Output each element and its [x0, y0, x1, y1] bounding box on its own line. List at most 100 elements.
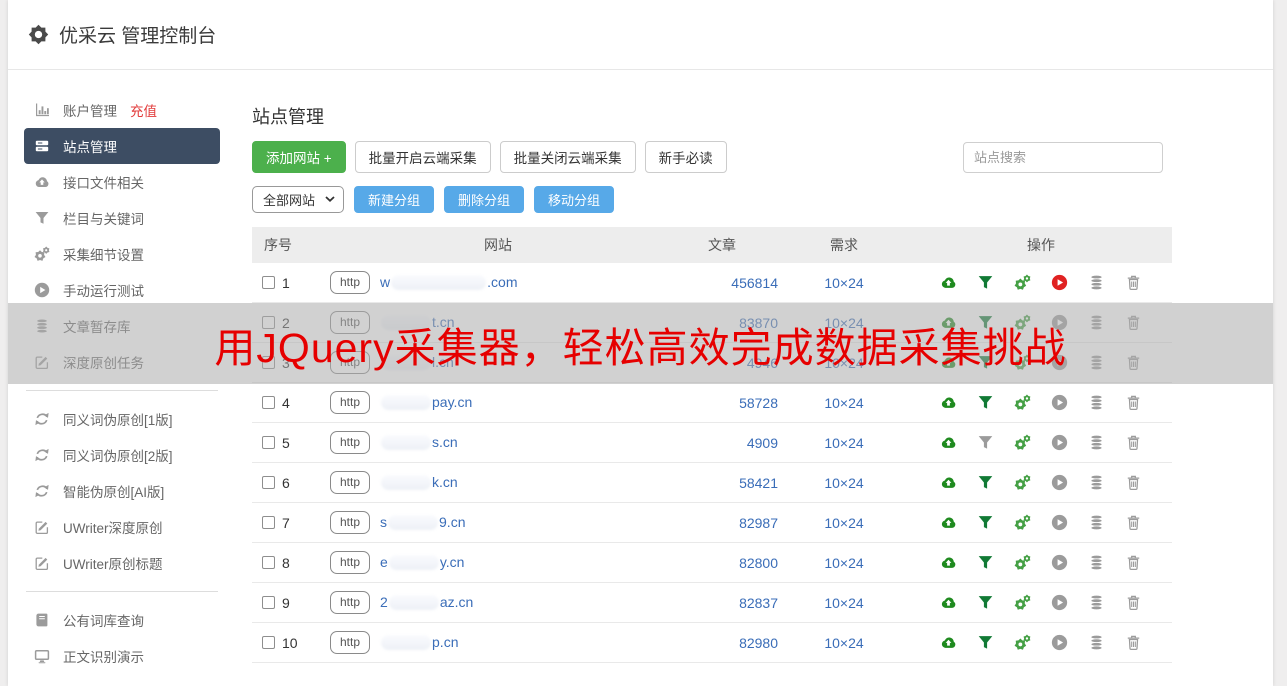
sidebar-item[interactable]: UWriter原创标题: [24, 545, 220, 581]
site-link[interactable]: w .com: [380, 274, 517, 290]
sidebar-item[interactable]: 栏目与关键词: [24, 200, 220, 236]
newbie-guide-button[interactable]: 新手必读: [644, 141, 727, 173]
funnel-icon[interactable]: [977, 434, 994, 451]
delete-group-button[interactable]: 删除分组: [444, 186, 525, 213]
play-icon[interactable]: [1051, 394, 1068, 411]
sidebar-item[interactable]: 接口文件相关: [24, 164, 220, 200]
site-search-input[interactable]: [963, 142, 1163, 173]
trash-icon[interactable]: [1125, 594, 1142, 611]
http-button[interactable]: http: [330, 631, 371, 654]
sidebar-item[interactable]: 账户管理 充值: [24, 92, 220, 128]
cloud-upload-icon[interactable]: [940, 554, 957, 571]
trash-icon[interactable]: [1125, 634, 1142, 651]
demand-link[interactable]: 10×24: [824, 634, 864, 651]
trash-icon[interactable]: [1125, 434, 1142, 451]
demand-link[interactable]: 10×24: [824, 274, 864, 291]
demand-link[interactable]: 10×24: [824, 514, 864, 531]
sidebar-item[interactable]: 站点管理: [24, 128, 220, 164]
move-group-button[interactable]: 移动分组: [534, 186, 615, 213]
sidebar-item[interactable]: 智能伪原创[AI版]: [24, 473, 220, 509]
trash-icon[interactable]: [1125, 394, 1142, 411]
row-checkbox[interactable]: [262, 436, 275, 449]
cloud-upload-icon[interactable]: [940, 474, 957, 491]
play-icon[interactable]: [1051, 474, 1068, 491]
cloud-upload-icon[interactable]: [940, 394, 957, 411]
http-button[interactable]: http: [330, 551, 371, 574]
play-icon[interactable]: [1051, 274, 1068, 291]
articles-count-link[interactable]: 82800: [739, 554, 778, 571]
database-icon[interactable]: [1088, 594, 1105, 611]
sidebar-item[interactable]: 同义词伪原创[1版]: [24, 401, 220, 437]
new-group-button[interactable]: 新建分组: [354, 186, 435, 213]
funnel-icon[interactable]: [977, 514, 994, 531]
http-button[interactable]: http: [330, 391, 371, 414]
http-button[interactable]: http: [330, 431, 371, 454]
articles-count-link[interactable]: 58728: [739, 394, 778, 411]
batch-open-cloud-button[interactable]: 批量开启云端采集: [354, 141, 491, 173]
funnel-icon[interactable]: [977, 634, 994, 651]
trash-icon[interactable]: [1125, 554, 1142, 571]
site-link[interactable]: s 9.cn: [380, 514, 465, 530]
demand-link[interactable]: 10×24: [824, 434, 864, 451]
site-link[interactable]: 2 az.cn: [380, 594, 473, 610]
cloud-upload-icon[interactable]: [940, 434, 957, 451]
gears-icon[interactable]: [1014, 434, 1031, 451]
sidebar-item[interactable]: 正文识别演示: [24, 638, 220, 674]
funnel-icon[interactable]: [977, 554, 994, 571]
group-filter-select[interactable]: 全部网站: [252, 186, 344, 213]
play-icon[interactable]: [1051, 634, 1068, 651]
gears-icon[interactable]: [1014, 634, 1031, 651]
batch-close-cloud-button[interactable]: 批量关闭云端采集: [499, 141, 636, 173]
add-site-button[interactable]: 添加网站 +: [252, 141, 346, 173]
database-icon[interactable]: [1088, 474, 1105, 491]
articles-count-link[interactable]: 4909: [746, 434, 778, 451]
row-checkbox[interactable]: [262, 476, 275, 489]
gears-icon[interactable]: [1014, 274, 1031, 291]
database-icon[interactable]: [1088, 274, 1105, 291]
funnel-icon[interactable]: [977, 274, 994, 291]
sidebar-item[interactable]: UWriter深度原创: [24, 509, 220, 545]
funnel-icon[interactable]: [977, 594, 994, 611]
trash-icon[interactable]: [1125, 514, 1142, 531]
site-link[interactable]: pay.cn: [380, 394, 472, 410]
demand-link[interactable]: 10×24: [824, 554, 864, 571]
trash-icon[interactable]: [1125, 274, 1142, 291]
funnel-icon[interactable]: [977, 474, 994, 491]
row-checkbox[interactable]: [262, 276, 275, 289]
site-link[interactable]: s.cn: [380, 434, 458, 450]
site-link[interactable]: p.cn: [380, 634, 458, 650]
gears-icon[interactable]: [1014, 554, 1031, 571]
database-icon[interactable]: [1088, 554, 1105, 571]
site-link[interactable]: k.cn: [380, 474, 458, 490]
sidebar-item[interactable]: 同义词伪原创[2版]: [24, 437, 220, 473]
http-button[interactable]: http: [330, 591, 371, 614]
cloud-upload-icon[interactable]: [940, 594, 957, 611]
http-button[interactable]: http: [330, 271, 371, 294]
database-icon[interactable]: [1088, 394, 1105, 411]
sidebar-item[interactable]: 手动运行测试: [24, 272, 220, 308]
trash-icon[interactable]: [1125, 474, 1142, 491]
cloud-upload-icon[interactable]: [940, 514, 957, 531]
gears-icon[interactable]: [1014, 514, 1031, 531]
cloud-upload-icon[interactable]: [940, 634, 957, 651]
sidebar-item[interactable]: 采集细节设置: [24, 236, 220, 272]
gears-icon[interactable]: [1014, 474, 1031, 491]
row-checkbox[interactable]: [262, 596, 275, 609]
database-icon[interactable]: [1088, 634, 1105, 651]
articles-count-link[interactable]: 82980: [739, 634, 778, 651]
row-checkbox[interactable]: [262, 516, 275, 529]
articles-count-link[interactable]: 58421: [739, 474, 778, 491]
gears-icon[interactable]: [1014, 394, 1031, 411]
sidebar-item[interactable]: 公有词库查询: [24, 602, 220, 638]
http-button[interactable]: http: [330, 471, 371, 494]
articles-count-link[interactable]: 456814: [731, 274, 778, 291]
http-button[interactable]: http: [330, 511, 371, 534]
play-icon[interactable]: [1051, 434, 1068, 451]
demand-link[interactable]: 10×24: [824, 594, 864, 611]
articles-count-link[interactable]: 82837: [739, 594, 778, 611]
gears-icon[interactable]: [1014, 594, 1031, 611]
demand-link[interactable]: 10×24: [824, 474, 864, 491]
play-icon[interactable]: [1051, 594, 1068, 611]
row-checkbox[interactable]: [262, 396, 275, 409]
demand-link[interactable]: 10×24: [824, 394, 864, 411]
